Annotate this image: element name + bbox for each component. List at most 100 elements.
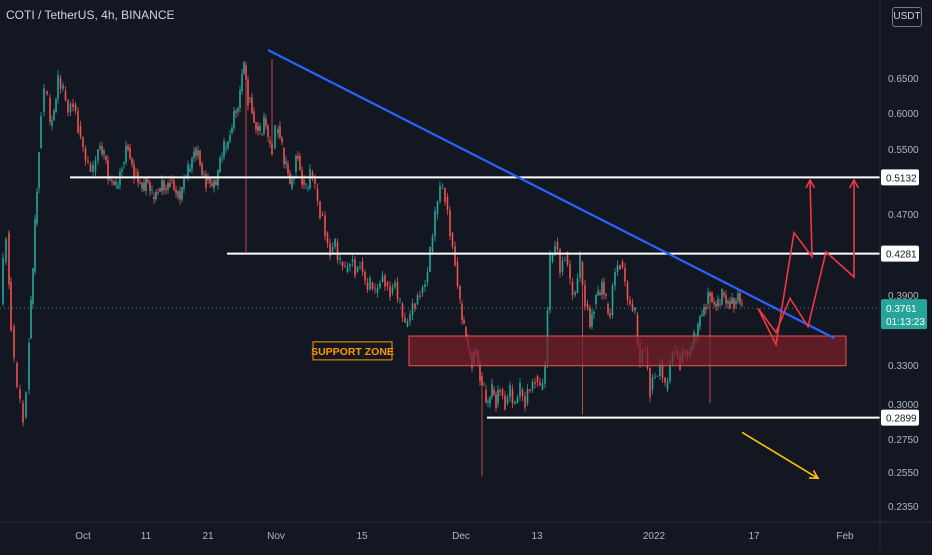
candle-body <box>739 292 741 304</box>
candle-body <box>143 182 145 191</box>
candle-body <box>593 311 595 314</box>
candle-body <box>483 384 485 386</box>
candle-body <box>544 361 546 384</box>
candle-body <box>133 164 135 179</box>
candle-body <box>34 219 36 272</box>
candle-body <box>117 185 119 189</box>
support-zone-label-box <box>312 341 393 361</box>
candle-body <box>723 292 725 296</box>
bullish-projection-arrow[interactable] <box>757 180 813 348</box>
bullish-projection-arrow-2[interactable] <box>757 180 855 335</box>
candle-body <box>703 307 705 316</box>
candle-body <box>2 257 4 304</box>
candle-body <box>171 180 173 181</box>
candle-body <box>251 97 253 113</box>
candle-body <box>127 145 129 150</box>
candle-body <box>197 150 199 156</box>
candle-body <box>10 282 12 331</box>
candle-body <box>67 100 69 113</box>
price-axis-tick-label: 0.5500 <box>888 145 919 156</box>
candle-body <box>241 73 243 92</box>
candle-body <box>179 191 181 200</box>
candle-body <box>499 389 501 392</box>
candle-body <box>424 284 426 288</box>
candle-body <box>167 182 169 190</box>
candle-body <box>603 282 605 295</box>
candle-body <box>564 259 566 261</box>
candle-body <box>616 265 619 272</box>
candle-body <box>319 200 321 219</box>
candle-body <box>62 85 64 89</box>
candle-body <box>97 149 99 161</box>
candle-body <box>141 182 143 189</box>
candle-body <box>465 326 467 340</box>
candle-body <box>19 389 21 399</box>
bullish-projection-arrow-2-head <box>848 178 860 189</box>
candle-body <box>611 285 614 316</box>
candle-body <box>571 282 574 296</box>
candle-body <box>346 266 349 272</box>
candle-body <box>311 171 314 179</box>
candle-body <box>193 151 195 158</box>
candle-body <box>79 125 82 138</box>
candle-body <box>561 260 564 272</box>
candle-body <box>72 103 74 107</box>
candle-body <box>13 326 15 358</box>
candle-body <box>334 238 336 248</box>
candle-body <box>491 383 493 398</box>
candle-body <box>426 272 429 283</box>
candle-body <box>173 180 175 190</box>
price-level-tag <box>881 409 919 426</box>
candle-body <box>211 183 213 186</box>
candle-body <box>105 155 107 161</box>
time-axis-tick-label: 17 <box>748 531 760 542</box>
candle-body <box>636 315 639 344</box>
candle-body <box>277 129 279 134</box>
candle-body <box>305 183 307 185</box>
candle-body <box>707 292 709 304</box>
candle-body <box>38 151 40 189</box>
candle-body <box>741 303 743 305</box>
candle-body <box>354 259 356 276</box>
candle-body <box>57 75 59 99</box>
price-level-label: 0.5132 <box>886 173 917 184</box>
candle-body <box>379 282 381 288</box>
candle-body <box>74 104 77 112</box>
candle-body <box>654 376 656 378</box>
candle-body <box>449 210 451 236</box>
candle-body <box>201 163 203 175</box>
candle-body <box>697 324 699 339</box>
support-zone[interactable] <box>408 335 847 367</box>
candle-body <box>463 320 465 324</box>
candle-body <box>406 321 409 327</box>
candle-body <box>569 264 571 280</box>
candle-body <box>519 382 521 398</box>
candle-body <box>666 381 669 390</box>
candle-body <box>99 145 101 149</box>
descending-trendline[interactable] <box>267 49 835 339</box>
candle-body <box>434 210 436 237</box>
price-axis-tick-label: 0.6500 <box>888 74 919 85</box>
candle-body <box>113 181 115 185</box>
candle-body <box>123 162 125 164</box>
candle-body <box>223 141 225 157</box>
candle-body <box>265 118 267 126</box>
bearish-projection-arrow[interactable] <box>741 431 819 479</box>
candle-body <box>94 160 97 172</box>
candle-body <box>414 303 416 309</box>
candle-body <box>621 261 624 268</box>
candle-body <box>159 188 161 192</box>
candle-body <box>316 188 319 201</box>
candle-body <box>441 188 444 189</box>
candle-body <box>576 278 579 293</box>
candle-body <box>669 361 671 382</box>
candle-body <box>579 253 581 279</box>
candle-body <box>631 303 634 311</box>
candle-body <box>257 125 259 131</box>
candle-body <box>336 242 339 260</box>
currency-button[interactable]: USDT <box>892 7 922 27</box>
candle-body <box>386 282 389 286</box>
candle-body <box>92 164 94 172</box>
